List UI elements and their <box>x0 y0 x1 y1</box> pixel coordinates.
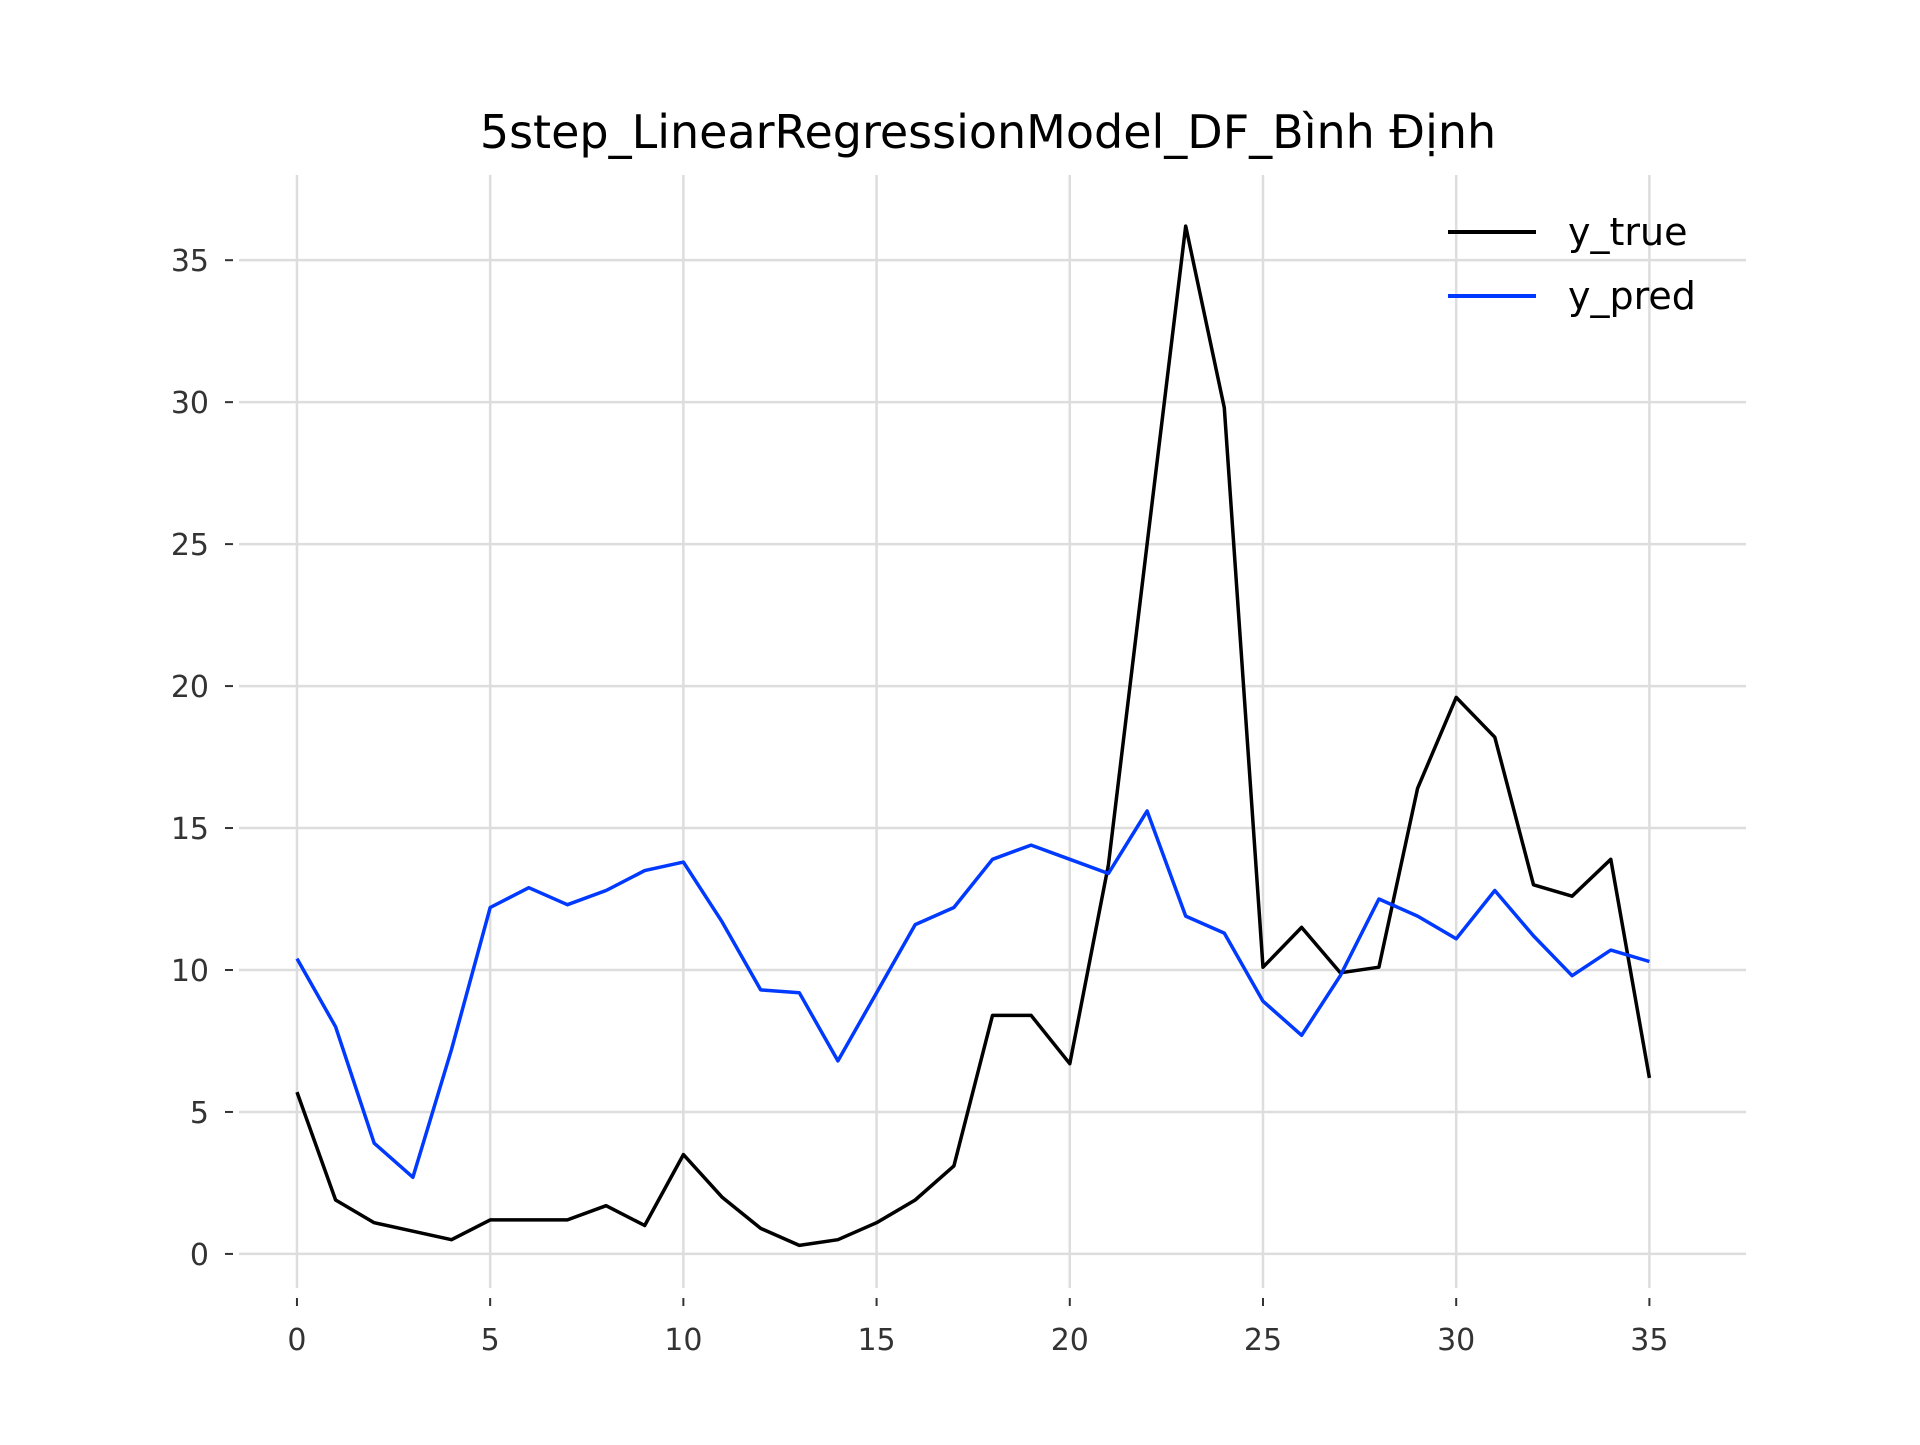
plot-area <box>295 224 1652 1248</box>
y-tick-label: 20 <box>171 670 209 705</box>
x-tick-label: 5 <box>481 1323 500 1358</box>
y-tick-label: 15 <box>171 812 209 847</box>
x-tick-label: 35 <box>1630 1323 1668 1358</box>
x-tick-label: 30 <box>1437 1323 1475 1358</box>
series-line-y-true <box>295 224 1652 1248</box>
y-tick-label: 35 <box>171 244 209 279</box>
legend: y_true y_pred <box>1448 210 1696 318</box>
x-tick-label: 0 <box>287 1323 306 1358</box>
x-tick-label: 10 <box>664 1323 702 1358</box>
y-tick-label: 5 <box>190 1096 209 1131</box>
y-tick-label: 10 <box>171 954 209 989</box>
legend-label: y_true <box>1568 210 1687 254</box>
x-tick-label: 25 <box>1244 1323 1282 1358</box>
y-tick-label: 25 <box>171 528 209 563</box>
axes: 0 5 10 15 20 25 30 35 0 5 10 15 20 25 30 35 <box>171 244 1669 1358</box>
x-tick-label: 20 <box>1051 1323 1089 1358</box>
grid <box>239 175 1746 1288</box>
y-tick-label: 0 <box>190 1238 209 1273</box>
series-line-y-pred <box>295 809 1650 1180</box>
legend-label: y_pred <box>1568 274 1696 318</box>
x-tick-label: 15 <box>857 1323 895 1358</box>
chart-title: 5step_LinearRegressionModel_DF_Bình Định <box>480 105 1496 159</box>
y-tick-label: 30 <box>171 386 209 421</box>
